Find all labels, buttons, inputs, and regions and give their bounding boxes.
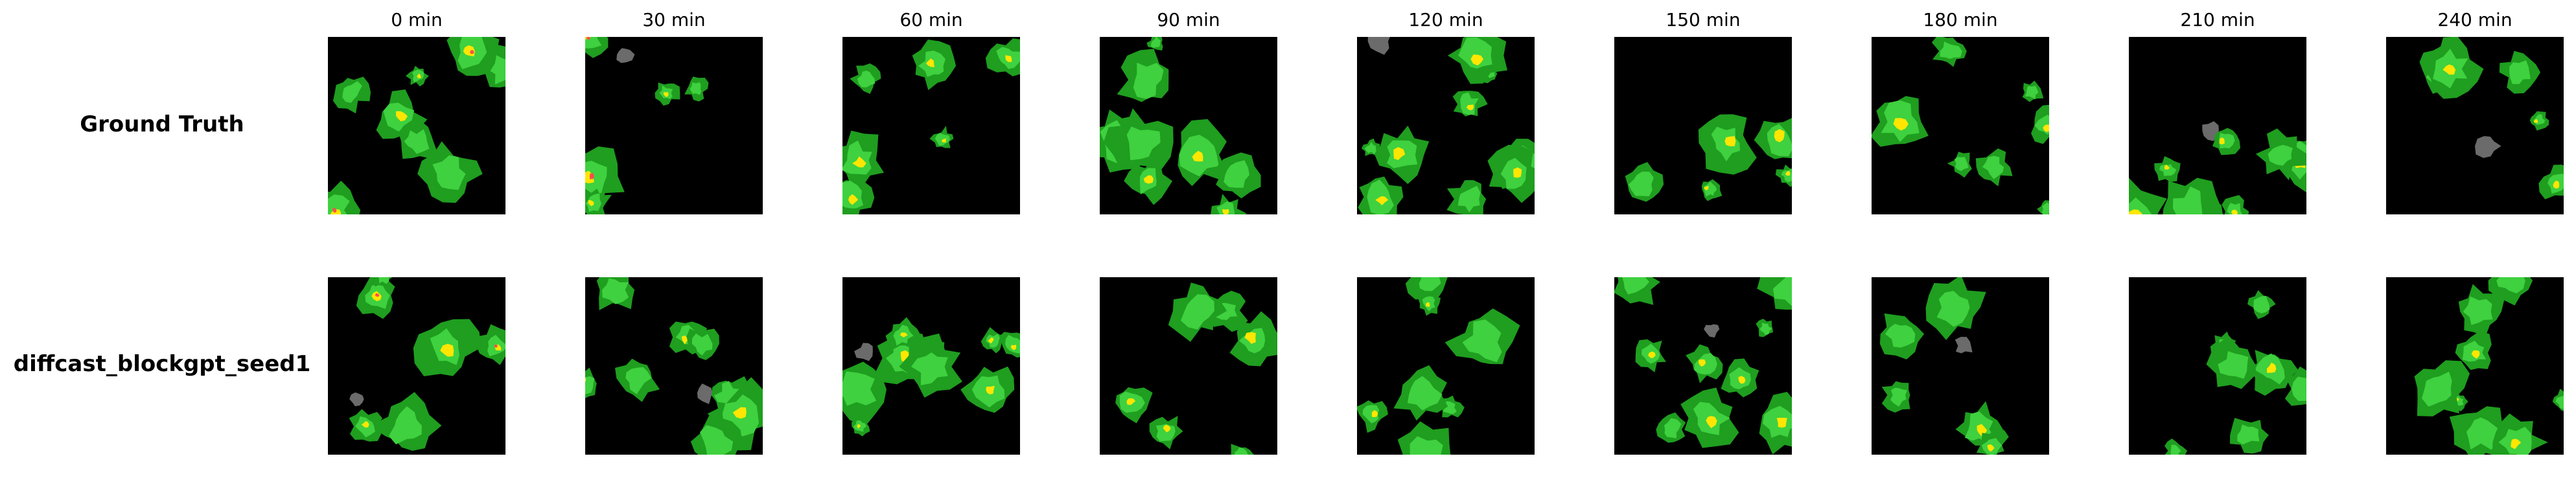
row-label-diffcast: diffcast_blockgpt_seed1 — [13, 351, 311, 377]
column-title-8: 240 min — [2437, 9, 2512, 30]
radar-panel-ground-truth-180min — [1872, 37, 2049, 214]
radar-panel-ground-truth-120min — [1357, 37, 1535, 214]
radar-panel-diffcast-150min — [1614, 277, 1792, 455]
radar-panel-diffcast-60min — [842, 277, 1020, 455]
radar-panel-diffcast-0min — [328, 277, 505, 455]
column-title-1: 30 min — [642, 9, 706, 30]
row-label-ground-truth: Ground Truth — [80, 111, 244, 137]
radar-panel-ground-truth-210min — [2129, 37, 2306, 214]
column-title-5: 150 min — [1665, 9, 1741, 30]
radar-panel-ground-truth-30min — [585, 37, 763, 214]
column-title-4: 120 min — [1408, 9, 1483, 30]
radar-panel-ground-truth-60min — [842, 37, 1020, 214]
column-title-7: 210 min — [2180, 9, 2255, 30]
radar-panel-diffcast-210min — [2129, 277, 2306, 455]
radar-panel-ground-truth-240min — [2386, 37, 2564, 214]
column-title-2: 60 min — [899, 9, 963, 30]
radar-panel-ground-truth-0min — [328, 37, 505, 214]
column-title-6: 180 min — [1923, 9, 1998, 30]
radar-panel-ground-truth-150min — [1614, 37, 1792, 214]
radar-panel-diffcast-240min — [2386, 277, 2564, 455]
column-title-3: 90 min — [1157, 9, 1220, 30]
radar-panel-ground-truth-90min — [1100, 37, 1277, 214]
radar-panel-diffcast-180min — [1872, 277, 2049, 455]
radar-panel-diffcast-90min — [1100, 277, 1277, 455]
radar-panel-diffcast-120min — [1357, 277, 1535, 455]
radar-panel-diffcast-30min — [585, 277, 763, 455]
column-title-0: 0 min — [391, 9, 443, 30]
